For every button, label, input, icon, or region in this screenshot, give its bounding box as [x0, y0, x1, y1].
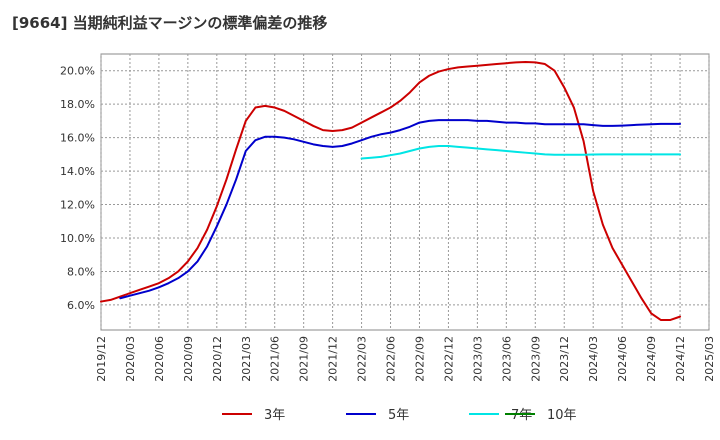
- y-tick-label: 20.0%: [60, 65, 95, 78]
- x-tick-label: 2021/06: [269, 336, 282, 382]
- legend: 3年 5年 7年 10年: [222, 408, 577, 423]
- x-tick-label: 2025/03: [703, 336, 716, 382]
- legend-label-2: 7年: [511, 408, 532, 423]
- series-line-0: [100, 61, 682, 321]
- x-tick-label: 2020/09: [182, 336, 195, 382]
- x-tick-label: 2019/12: [95, 336, 108, 382]
- y-tick-label: 6.0%: [67, 299, 95, 312]
- x-tick-label: 2024/06: [616, 336, 629, 382]
- x-tick-label: 2021/12: [327, 336, 340, 382]
- x-tick-label: 2023/06: [500, 336, 513, 382]
- series-layer: [100, 61, 682, 321]
- legend-label-3: 10年: [547, 408, 577, 423]
- y-tick-label: 8.0%: [67, 265, 95, 278]
- x-tick-label: 2024/03: [587, 336, 600, 382]
- x-tick-label: 2024/09: [645, 336, 658, 382]
- x-tick-label: 2024/12: [674, 336, 687, 382]
- y-tick-label: 18.0%: [60, 98, 95, 111]
- x-tick-label: 2022/12: [442, 336, 455, 382]
- x-tick-label: 2023/03: [471, 336, 484, 382]
- x-tick-label: 2021/09: [298, 336, 311, 382]
- y-tick-label: 10.0%: [60, 232, 95, 245]
- chart-title: [9664] 当期純利益マージンの標準偏差の推移: [12, 14, 328, 32]
- x-tick-label: 2022/06: [385, 336, 398, 382]
- series-line-1: [119, 119, 682, 300]
- x-tick-label: 2020/06: [153, 336, 166, 382]
- y-tick-label: 14.0%: [60, 165, 95, 178]
- series-line-2: [360, 145, 682, 160]
- x-tick-label: 2023/09: [529, 336, 542, 382]
- x-tick-label: 2020/12: [211, 336, 224, 382]
- x-tick-label: 2022/03: [356, 336, 369, 382]
- x-tick-label: 2022/09: [413, 336, 426, 382]
- y-tick-label: 16.0%: [60, 132, 95, 145]
- x-tick-label: 2023/12: [558, 336, 571, 382]
- axis-layer: 6.0% 8.0% 10.0% 12.0% 14.0% 16.0% 18.0% 20.0% 20…: [60, 65, 716, 382]
- legend-label-0: 3年: [264, 408, 285, 423]
- y-tick-label: 12.0%: [60, 199, 95, 212]
- x-tick-label: 2021/03: [240, 336, 253, 382]
- legend-label-1: 5年: [388, 408, 409, 423]
- x-tick-label: 2020/03: [124, 336, 137, 382]
